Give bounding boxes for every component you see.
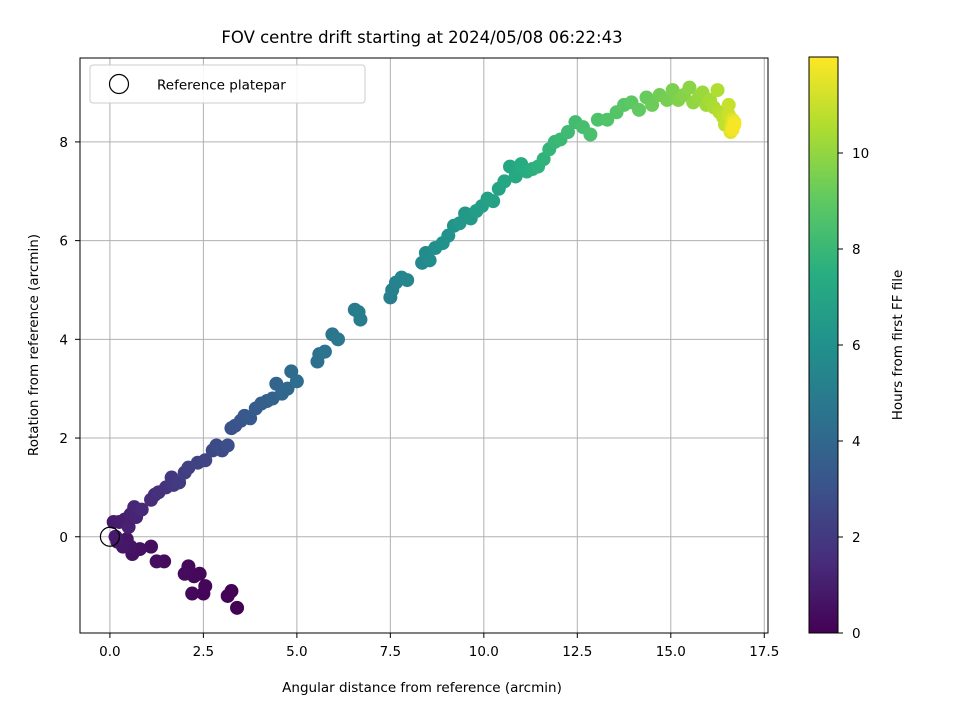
data-point: [331, 332, 345, 347]
y-tick-label: 0: [59, 530, 68, 546]
data-point: [721, 97, 736, 112]
data-point: [198, 453, 213, 468]
y-tick-label: 6: [59, 234, 68, 250]
colorbar-tick-label: 0: [852, 626, 861, 642]
colorbar-tick-label: 10: [852, 146, 869, 162]
y-axis: 0 2 4 6 8: [59, 135, 80, 546]
data-point: [134, 502, 149, 517]
data-point: [600, 112, 615, 127]
colorbar-tick-label: 2: [852, 530, 861, 546]
y-tick-label: 8: [59, 135, 68, 151]
legend-label: Reference platepar: [157, 78, 286, 94]
data-point: [497, 174, 512, 189]
data-point: [682, 80, 697, 95]
y-tick-label: 4: [59, 332, 68, 348]
legend-box: [89, 64, 366, 104]
data-point: [108, 529, 123, 544]
colorbar-tick-label: 4: [852, 434, 861, 450]
legend-reference-icon: [108, 73, 130, 95]
colorbar-tick-label: 6: [852, 338, 861, 354]
data-point: [727, 117, 742, 132]
data-point: [508, 169, 523, 184]
x-axis: 0.0 2.5 5.0 7.5 10.0 12.5 15.0 17.5: [99, 633, 779, 660]
data-point: [422, 253, 437, 268]
x-tick-label: 15.0: [656, 644, 686, 660]
y-tick-label: 2: [59, 431, 68, 447]
data-point: [280, 381, 295, 396]
chart-title: FOV centre drift starting at 2024/05/08 …: [221, 28, 622, 47]
x-tick-label: 0.0: [99, 644, 120, 660]
x-axis-label: Angular distance from reference (arcmin): [282, 680, 562, 696]
scatter-points: [106, 80, 742, 615]
data-point: [632, 102, 646, 117]
data-point: [351, 305, 366, 320]
x-tick-label: 7.5: [380, 644, 401, 660]
colorbar: 0 2 4 6 8 10 Hours from first FF file: [808, 56, 906, 642]
data-point: [177, 566, 192, 581]
data-point: [710, 83, 725, 98]
x-tick-label: 12.5: [562, 644, 592, 660]
data-point: [560, 125, 575, 140]
data-point: [645, 97, 660, 112]
data-point: [400, 273, 415, 288]
x-tick-label: 17.5: [749, 644, 779, 660]
data-point: [317, 344, 332, 359]
plot-frame: [79, 57, 769, 634]
x-tick-label: 2.5: [193, 644, 214, 660]
legend: Reference platepar: [89, 64, 366, 104]
data-point: [583, 127, 598, 142]
data-point: [220, 588, 235, 603]
data-point: [198, 579, 213, 594]
reference-marker: [99, 526, 121, 547]
data-point: [220, 438, 235, 453]
colorbar-label: Hours from first FF file: [890, 270, 906, 421]
y-axis-label: Rotation from reference (arcmin): [26, 234, 42, 456]
data-point: [230, 600, 245, 615]
x-tick-label: 5.0: [286, 644, 307, 660]
data-point: [149, 554, 164, 569]
data-point: [486, 194, 501, 209]
data-point: [144, 539, 159, 554]
colorbar-gradient: [808, 56, 839, 634]
data-point: [121, 519, 136, 534]
grid: [80, 58, 768, 633]
data-point: [185, 586, 200, 601]
colorbar-tick-label: 8: [852, 242, 861, 258]
data-point: [289, 374, 304, 389]
x-tick-label: 10.0: [469, 644, 499, 660]
